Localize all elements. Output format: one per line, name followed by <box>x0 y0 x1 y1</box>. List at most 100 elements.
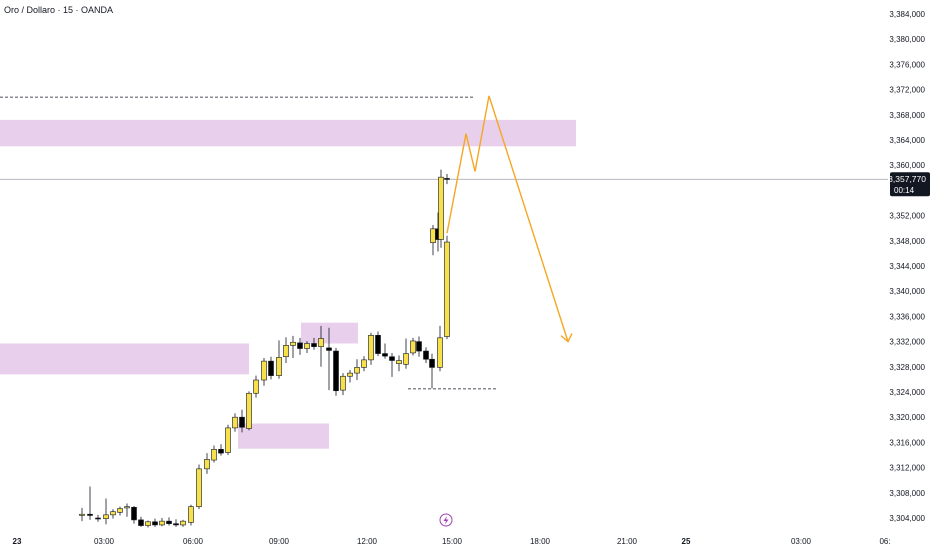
price-tick-label: 3,364,000 <box>889 136 925 145</box>
candle-body <box>410 340 416 354</box>
candle-body <box>396 360 402 364</box>
candle-body <box>103 514 109 519</box>
time-tick-label: 09:00 <box>269 537 290 546</box>
candle-body <box>333 350 339 392</box>
candle-body <box>131 506 137 521</box>
time-axis[interactable]: 23 03:00 06:00 09:00 12:00 15:00 18:00 21:00 25 0… <box>13 513 891 546</box>
candle-body <box>382 353 388 357</box>
price-tick-label: 3,332,000 <box>889 338 925 347</box>
candle-body <box>416 341 422 352</box>
candle-body <box>354 367 360 374</box>
candle-body <box>173 523 179 526</box>
time-tick-label: 12:00 <box>357 537 378 546</box>
price-tick-label: 3,360,000 <box>889 161 925 170</box>
candle-body <box>196 468 202 507</box>
supply-demand-zones <box>0 119 576 449</box>
candle-body <box>283 345 289 358</box>
level-lines <box>0 96 888 390</box>
time-tick-label: 21:00 <box>617 537 638 546</box>
candle-body <box>211 449 217 461</box>
candle-body <box>225 427 231 453</box>
projection-arrowhead <box>560 333 573 343</box>
candle-body <box>180 520 186 526</box>
price-tick-label: 3,340,000 <box>889 287 925 296</box>
price-axis[interactable]: 3,384,000 3,380,000 3,376,000 3,372,000 3,36… <box>889 10 925 523</box>
zone-3 <box>238 423 329 449</box>
candle-body <box>375 334 381 354</box>
zone-2 <box>301 322 358 344</box>
chart-title: Oro / Dollaro · 15 · OANDA <box>4 5 114 15</box>
price-tick-label: 3,368,000 <box>889 111 925 120</box>
candle-body <box>389 356 395 361</box>
candles <box>79 169 450 528</box>
candle-body <box>145 521 151 526</box>
price-tick-label: 3,316,000 <box>889 438 925 447</box>
price-tick-label: 3,344,000 <box>889 262 925 271</box>
price-tick-label: 3,372,000 <box>889 86 925 95</box>
time-tick-label: 03:00 <box>791 537 812 546</box>
zone-0 <box>0 119 576 147</box>
candle-body <box>437 337 443 368</box>
lightning-icon-bolt <box>443 516 449 525</box>
time-tick-label: 06: <box>879 537 890 546</box>
price-tick-label: 3,308,000 <box>889 489 925 498</box>
price-tick-label: 3,348,000 <box>889 237 925 246</box>
price-tick-label: 3,384,000 <box>889 10 925 19</box>
price-tick-label: 3,376,000 <box>889 60 925 69</box>
current-price-value: 3,357,770 <box>888 174 926 184</box>
lightning-icon <box>439 513 453 527</box>
countdown-timer: 00:14 <box>894 186 915 195</box>
current-price-badge <box>890 172 930 197</box>
time-tick-label: 03:00 <box>94 537 115 546</box>
zone-1 <box>0 343 249 375</box>
projection-line <box>446 95 569 342</box>
candle-body <box>290 341 296 346</box>
price-tick-label: 3,312,000 <box>889 464 925 473</box>
candle-body <box>430 228 436 243</box>
candle-body <box>423 350 429 360</box>
candle-body <box>347 372 353 377</box>
time-tick-label: 23 <box>13 537 22 546</box>
candle-body <box>218 449 224 454</box>
price-tick-label: 3,336,000 <box>889 312 925 321</box>
candle-body <box>253 379 259 394</box>
candle-body <box>87 513 93 516</box>
time-tick-label: 06:00 <box>183 537 204 546</box>
candle-body <box>246 392 252 429</box>
candle-body <box>304 343 310 349</box>
candle-body <box>110 511 116 516</box>
candle-body <box>239 416 245 428</box>
candle-body <box>204 459 210 470</box>
candle-body <box>429 358 435 368</box>
price-tick-label: 3,324,000 <box>889 388 925 397</box>
candle-body <box>159 520 165 526</box>
candle-body <box>95 517 101 520</box>
candle-body <box>311 343 317 347</box>
candle-body <box>124 506 130 509</box>
candle-body <box>438 176 444 240</box>
price-tick-label: 3,328,000 <box>889 363 925 372</box>
candle-body <box>79 513 85 516</box>
time-tick-label: 18:00 <box>530 537 551 546</box>
candle-body <box>403 353 409 365</box>
candle-body <box>361 359 367 368</box>
candle-body <box>232 416 238 429</box>
time-tick-label: 25 <box>682 537 691 546</box>
candle-body <box>261 360 267 381</box>
candle-body <box>444 241 450 337</box>
candle-body <box>444 178 450 180</box>
price-tick-label: 3,380,000 <box>889 35 925 44</box>
price-tick-label: 3,352,000 <box>889 212 925 221</box>
current-price-marker: 3,357,770 00:14 <box>888 172 930 197</box>
candle-body <box>268 360 274 376</box>
candle-body <box>368 334 374 361</box>
candle-body <box>117 508 123 513</box>
candle-body <box>152 521 158 526</box>
candle-body <box>326 347 332 351</box>
candle-body <box>340 375 346 391</box>
candle-body <box>297 342 303 349</box>
price-tick-label: 3,304,000 <box>889 514 925 523</box>
candle-body <box>188 506 194 523</box>
